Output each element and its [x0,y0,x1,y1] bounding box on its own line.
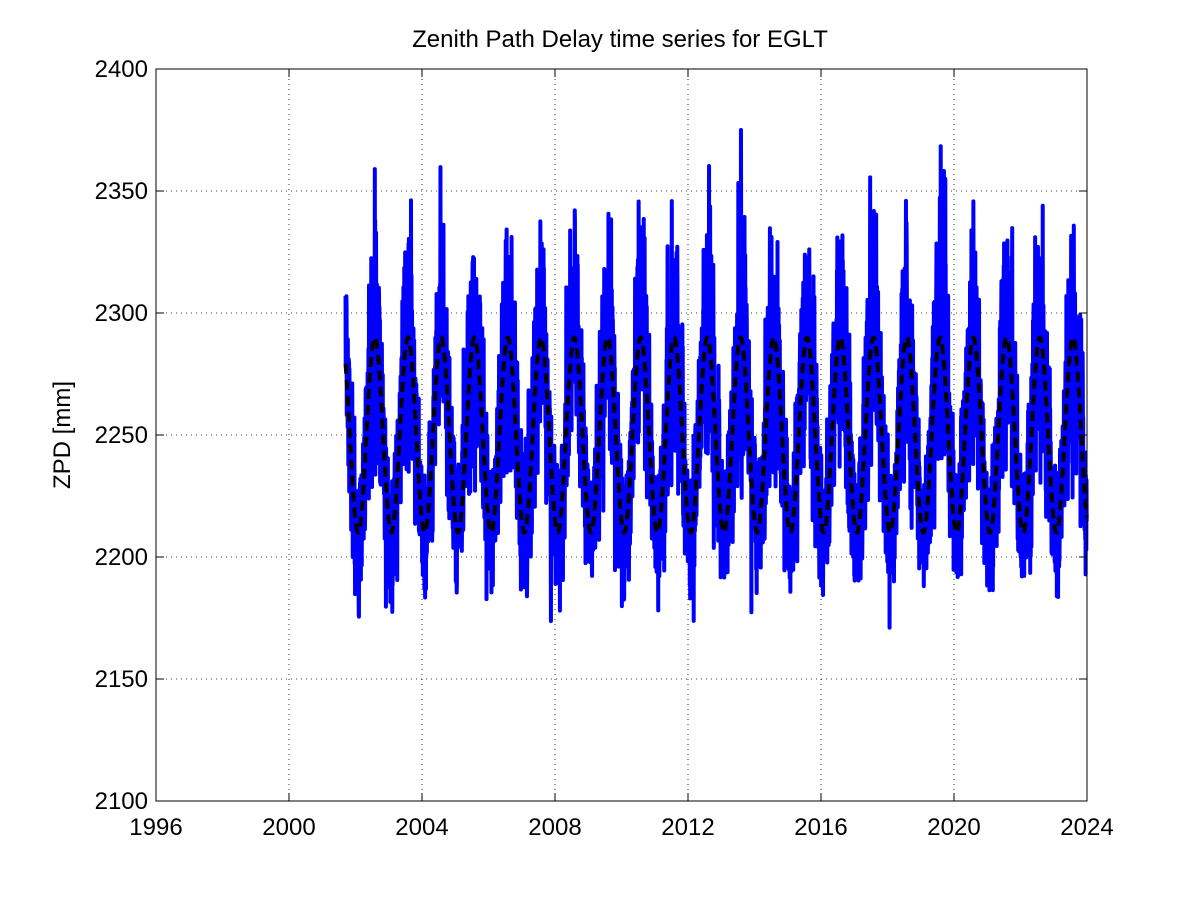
y-axis-label: ZPD [mm] [49,381,76,489]
chart-title: Zenith Path Delay time series for EGLT [412,26,828,53]
y-tick-label: 2100 [95,788,148,815]
y-tick-label: 2300 [95,300,148,327]
y-tick-label: 2200 [95,544,148,571]
x-tick-label: 2008 [528,814,581,841]
x-tick-label: 2020 [927,814,980,841]
x-tick-label: 2012 [661,814,714,841]
x-tick-label: 2000 [262,814,315,841]
y-tick-label: 2150 [95,666,148,693]
y-tick-label: 2400 [95,56,148,83]
series-model-line [343,335,1089,535]
y-tick-label: 2350 [95,178,148,205]
x-tick-label: 2024 [1060,814,1113,841]
x-tick-label: 1996 [129,814,182,841]
ticks: 1996 2000 2004 2008 2012 2016 2020 2024 2100 2150… [95,56,1114,841]
x-tick-label: 2016 [794,814,847,841]
y-tick-label: 2250 [95,422,148,449]
series-layer [343,128,1089,630]
x-tick-label: 2004 [395,814,448,841]
